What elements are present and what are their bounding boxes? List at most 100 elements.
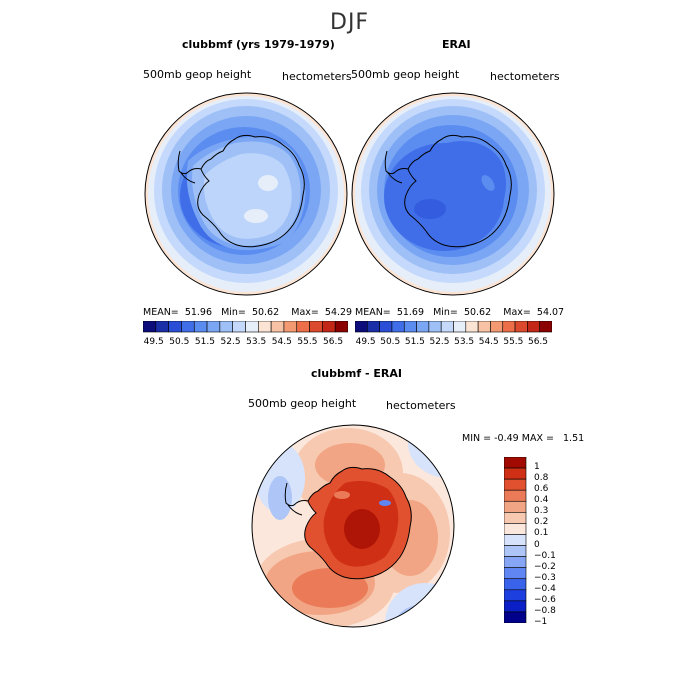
panel1-units-label: hectometers	[282, 70, 352, 83]
panel2-max-label: Max=	[503, 307, 531, 318]
panel1-polar-map	[144, 92, 348, 296]
colorbar-cell	[322, 321, 336, 333]
panel1-mean-label: MEAN=	[143, 307, 179, 318]
colorbar-tick-label: 0	[534, 539, 540, 550]
colorbar-tick-label: −0.6	[534, 594, 556, 605]
colorbar-cell	[367, 321, 380, 333]
panel2-units-label: hectometers	[490, 70, 560, 83]
colorbar-tick-label: −0.1	[534, 550, 556, 561]
colorbar-tick-label: 0.1	[534, 528, 549, 539]
panel3-colorbar	[504, 457, 527, 623]
colorbar-cell	[527, 321, 540, 333]
panel2-stats: MEAN= 51.69 Min= 50.62 Max= 54.07	[355, 307, 564, 318]
colorbar-tick-label: 49.5	[355, 337, 376, 347]
colorbar-tick-label: −0.8	[534, 605, 556, 616]
colorbar-tick-label: 0.4	[534, 495, 549, 506]
colorbar-cell	[355, 321, 368, 333]
panel3-polar-map	[251, 424, 455, 628]
colorbar-cell	[391, 321, 405, 333]
colorbar-cell	[490, 321, 504, 333]
panel2-colorbar-ticks: 49.5 50.5 51.5 52.5 53.5 54.5 55.5 56.5	[355, 337, 585, 349]
panel1-mean: 51.96	[184, 307, 213, 318]
colorbar-tick-label: 56.5	[323, 337, 344, 347]
panel1-colorbar-cells	[143, 321, 348, 333]
colorbar-cell	[309, 321, 323, 333]
colorbar-cell	[403, 321, 417, 333]
colorbar-cell	[181, 321, 195, 333]
colorbar-tick-label: 0.3	[534, 506, 549, 517]
colorbar-cell	[283, 321, 298, 333]
colorbar-cell	[453, 321, 467, 333]
colorbar-tick-label: 54.5	[271, 337, 292, 347]
colorbar-cell	[379, 321, 393, 333]
colorbar-cell	[504, 467, 527, 480]
panel2-colorbar	[355, 321, 552, 333]
colorbar-cell	[504, 567, 527, 580]
colorbar-cell	[219, 321, 233, 333]
colorbar-cell	[504, 600, 527, 613]
colorbar-cell	[504, 534, 527, 546]
panel3-title: clubbmf - ERAI	[311, 367, 402, 380]
colorbar-tick-label: 55.5	[503, 337, 524, 347]
colorbar-tick-label: 56.5	[527, 337, 549, 347]
panel2-variable-label: 500mb geop height	[351, 68, 460, 81]
colorbar-cell	[168, 321, 182, 333]
panel2-mean: 51.69	[396, 307, 425, 318]
colorbar-cell	[428, 321, 442, 333]
colorbar-tick-label: 1	[534, 462, 540, 473]
colorbar-tick-label: 54.5	[478, 337, 499, 347]
colorbar-cell	[504, 489, 527, 502]
colorbar-tick-label: 53.5	[454, 337, 475, 347]
colorbar-tick-label: −0.3	[534, 572, 556, 583]
panel3-colorbar-cells	[504, 457, 527, 623]
panel2-colorbar-cells	[355, 321, 552, 333]
colorbar-cell	[504, 500, 527, 513]
panel1-min-label: Min=	[221, 307, 246, 318]
colorbar-tick-label: 52.5	[220, 337, 241, 347]
panel3-stats: MIN = -0.49 MAX = 1.51	[462, 433, 584, 444]
panel3-colorbar-ticks: 1 0.8 0.6 0.4 0.3 0.2 0.1 0 −0.1 −0.2 −0.3 −0.4 −0.6…	[534, 457, 574, 627]
colorbar-cell	[504, 512, 527, 524]
panel2-min-label: Min=	[433, 307, 458, 318]
colorbar-cell	[258, 321, 272, 333]
colorbar-cell	[504, 523, 527, 535]
colorbar-cell	[465, 321, 479, 333]
panel2-polar-map	[351, 92, 555, 296]
colorbar-cell	[504, 556, 527, 568]
panel3-variable-label: 500mb geop height	[248, 397, 357, 410]
colorbar-cell	[245, 321, 259, 333]
colorbar-cell	[504, 611, 527, 623]
colorbar-cell	[539, 321, 552, 333]
colorbar-tick-label: 0.2	[534, 517, 549, 528]
colorbar-tick-label: 49.5	[143, 337, 164, 347]
panel2-mean-label: MEAN=	[355, 307, 391, 318]
panel1-variable-label: 500mb geop height	[143, 68, 252, 81]
colorbar-cell	[502, 321, 516, 333]
colorbar-tick-label: 50.5	[380, 337, 401, 347]
colorbar-tick-label: 0.6	[534, 484, 549, 495]
colorbar-cell	[504, 578, 527, 591]
colorbar-tick-label: 51.5	[404, 337, 425, 347]
colorbar-cell	[504, 589, 527, 602]
colorbar-cell	[504, 545, 527, 557]
panel1-min: 50.62	[251, 307, 280, 318]
colorbar-cell	[155, 321, 169, 333]
panel1-max: 54.29	[324, 307, 353, 318]
colorbar-tick-label: −1	[534, 617, 548, 627]
colorbar-cell	[296, 321, 310, 333]
panel3-min: -0.49	[494, 433, 519, 444]
colorbar-tick-label: −0.4	[534, 583, 556, 594]
colorbar-tick-label: 52.5	[429, 337, 450, 347]
colorbar-cell	[514, 321, 528, 333]
colorbar-cell	[416, 321, 430, 333]
colorbar-cell	[270, 321, 285, 333]
colorbar-tick-label: −0.2	[534, 561, 556, 572]
colorbar-tick-label: 51.5	[194, 337, 215, 347]
colorbar-cell	[143, 321, 157, 333]
colorbar-cell	[504, 457, 527, 469]
colorbar-tick-label: 0.8	[534, 473, 549, 484]
panel1-stats: MEAN= 51.96 Min= 50.62 Max= 54.29	[143, 307, 352, 318]
colorbar-tick-label: 53.5	[246, 337, 267, 347]
panel1-max-label: Max=	[291, 307, 319, 318]
panel1-colorbar-ticks: 49.5 50.5 51.5 52.5 53.5 54.5 55.5 56.5	[143, 337, 373, 349]
